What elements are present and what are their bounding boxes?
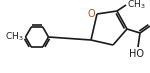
Text: CH$_3$: CH$_3$ [127,0,146,11]
Text: O: O [87,9,95,19]
Text: CH$_3$: CH$_3$ [5,31,24,43]
Text: HO: HO [129,49,144,59]
